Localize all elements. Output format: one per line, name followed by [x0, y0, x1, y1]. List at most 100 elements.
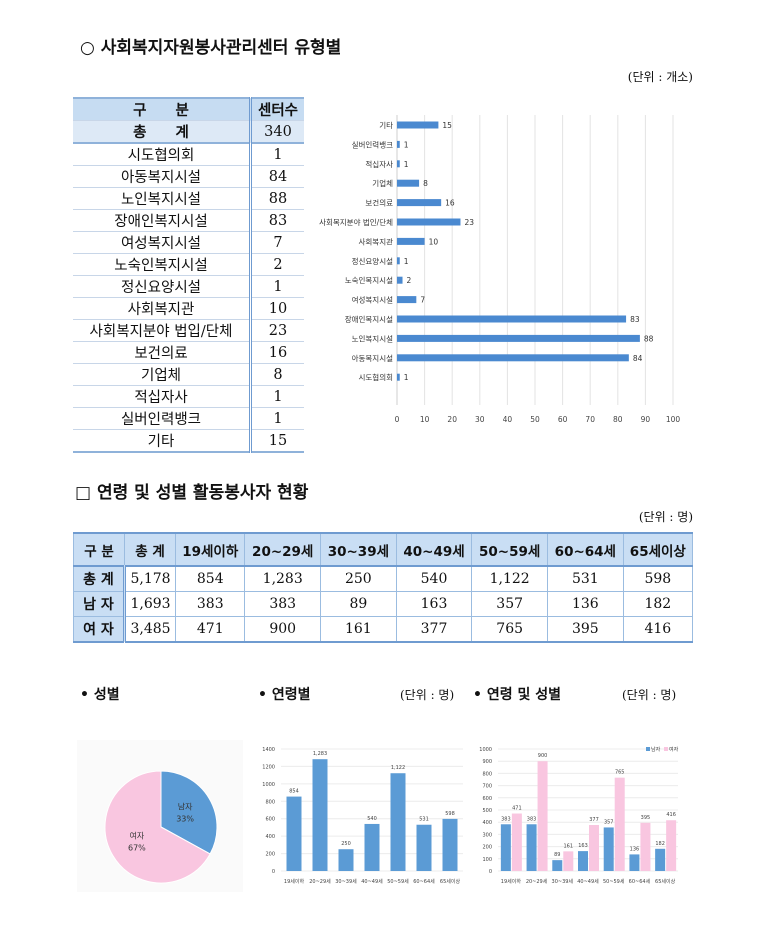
x-tick-label: 30~39세 [552, 878, 574, 885]
total-value: 340 [249, 120, 304, 144]
bar [397, 160, 400, 168]
total-label: 총 계 [73, 120, 251, 144]
value-cell: 383 [175, 591, 246, 617]
data-label: 1 [404, 140, 409, 149]
center-count: 1 [249, 407, 304, 430]
age-bar-chart: 0 200 400 600 800 1000 1200 1400 19세이하 854 20~29세 1… [262, 747, 463, 885]
category-label: 사회복지분야 법인/단체 [319, 217, 393, 227]
center-type: 실버인력뱅크 [73, 407, 251, 430]
table-row: 남 자 1,693 383 383 89 163 357 136 182 [73, 591, 694, 617]
category-label: 정신요양시설 [352, 256, 393, 266]
data-label: 900 [538, 753, 548, 759]
gender-chart-label: • 성별 [80, 687, 120, 703]
legend-swatch [664, 747, 668, 751]
x-tick-label: 40 [503, 415, 513, 424]
bar [397, 373, 400, 381]
category-label: 적십자사 [365, 159, 393, 169]
header-cell: 30~39세 [320, 532, 397, 567]
section2-title: □ 연령 및 성별 활동봉사자 현황 [75, 483, 309, 503]
y-tick-label: 600 [482, 796, 492, 802]
value-cell: 416 [622, 616, 694, 643]
value-cell: 900 [244, 616, 322, 643]
bar [655, 848, 666, 871]
center-count: 1 [249, 385, 304, 408]
y-tick-label: 300 [482, 832, 492, 838]
y-tick-label: 0 [272, 869, 275, 875]
center-type: 사회복지관 [73, 297, 251, 320]
x-tick-label: 40~49세 [577, 878, 599, 885]
x-tick-label: 50~59세 [387, 878, 409, 885]
bar [397, 237, 425, 245]
bar [640, 822, 651, 871]
x-tick-label: 40~49세 [361, 878, 383, 885]
value-cell: 471 [175, 616, 246, 643]
value-cell: 395 [547, 616, 624, 643]
x-tick-label: 0 [395, 415, 400, 424]
value-cell: 357 [471, 591, 548, 617]
y-tick-label: 100 [482, 857, 492, 863]
bar [537, 761, 548, 871]
bar [312, 759, 328, 871]
center-count: 8 [249, 363, 304, 386]
table-row: 노인복지시설 88 [73, 187, 304, 210]
header-cell: 50~59세 [471, 532, 548, 567]
category-label: 노인복지시설 [352, 333, 393, 343]
center-count: 15 [249, 429, 304, 453]
data-label: 1 [404, 160, 409, 169]
data-label: 84 [633, 354, 643, 363]
center-count: 10 [249, 297, 304, 320]
bar [364, 823, 380, 871]
bar [614, 777, 625, 871]
category-label: 시도협의회 [359, 372, 394, 382]
bar [442, 818, 458, 871]
value-cell: 377 [395, 616, 473, 643]
bar [511, 813, 522, 871]
y-tick-label: 400 [265, 834, 275, 840]
table-row: 아동복지시설 84 [73, 165, 304, 188]
bar [397, 334, 640, 342]
x-tick-label: 60~64세 [629, 878, 651, 885]
table-row: 장애인복지시설 83 [73, 209, 304, 232]
data-label: 2 [407, 276, 412, 285]
bar [416, 824, 432, 871]
table-total-row: 총 계 340 [73, 120, 304, 144]
y-tick-label: 200 [482, 845, 492, 851]
x-tick-label: 10 [420, 415, 430, 424]
value-cell: 1,693 [123, 591, 177, 617]
x-tick-label: 50 [530, 415, 540, 424]
data-label: 88 [644, 334, 654, 343]
row-header: 총 계 [73, 565, 126, 592]
category-label: 기업체 [372, 178, 393, 188]
slice-name: 여자 [130, 830, 145, 840]
bar [338, 849, 354, 871]
data-label: 471 [512, 806, 522, 812]
legend-label: 여자 [669, 746, 679, 753]
data-label: 357 [604, 819, 614, 825]
bar [563, 851, 574, 871]
header-cell: 65세이상 [622, 532, 694, 567]
bar [552, 860, 563, 871]
bar [397, 257, 400, 265]
bar [666, 820, 677, 871]
center-count: 88 [249, 187, 304, 210]
y-tick-label: 600 [265, 817, 275, 823]
data-label: 1 [404, 257, 409, 266]
center-count: 23 [249, 319, 304, 342]
table-row: 사회복지분야 법입/단체 23 [73, 319, 304, 342]
row-header: 남 자 [73, 591, 126, 617]
table-row: 실버인력뱅크 1 [73, 407, 304, 430]
data-label: 182 [655, 841, 665, 847]
value-cell: 182 [622, 591, 694, 617]
data-label: 163 [578, 843, 588, 849]
y-tick-label: 1000 [262, 782, 275, 788]
bar [397, 315, 627, 323]
slice-name: 남자 [178, 803, 193, 812]
category-label: 장애인복지시설 [345, 314, 393, 324]
value-cell: 1,283 [244, 565, 322, 592]
header-cell: 19세이하 [175, 532, 246, 567]
data-label: 136 [630, 846, 640, 852]
center-type: 노인복지시설 [73, 187, 251, 210]
data-label: 1,283 [313, 751, 327, 757]
category-label: 보건의료 [365, 198, 393, 208]
